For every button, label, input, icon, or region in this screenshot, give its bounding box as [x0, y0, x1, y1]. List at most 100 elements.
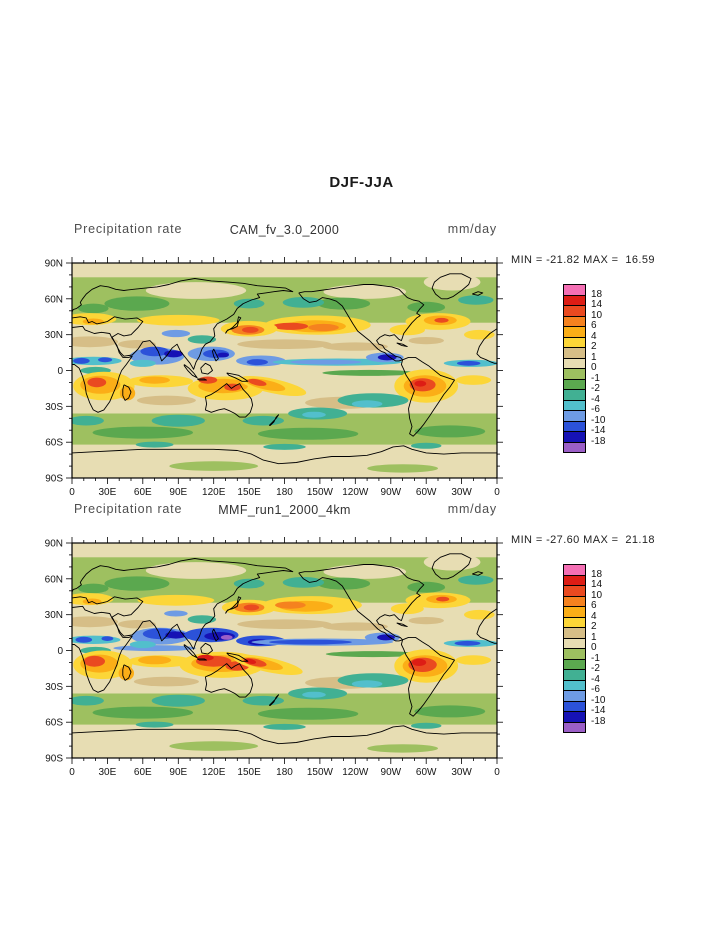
colorbar-tick-label: -2: [591, 663, 600, 674]
colorbar-tick-label: -18: [591, 435, 606, 447]
axis-tick-labels: 90N 60N 30N 0 30S 60S 90S 0 30E 60E 90E 120E 150E 180…: [45, 539, 501, 779]
panel-header: MMF_run1_2000_4km Precipitation rate mm/…: [72, 502, 497, 519]
colorbar-tick-label: -4: [591, 673, 600, 685]
colorbar-tick-label: 1: [591, 351, 597, 363]
lat-tick-label: 90N: [45, 259, 63, 270]
colorbar-swatch: [564, 432, 585, 443]
colorbar-swatch: [564, 411, 585, 422]
lon-tick-label: 120E: [202, 767, 226, 778]
map-cam: 90N 60N 30N 0 30S 60S 90S 0 30E 60E 90E 120E 150E 180…: [0, 240, 723, 502]
lon-tick-label: 0: [494, 767, 500, 778]
panel-variable-label: Precipitation rate: [74, 222, 183, 236]
map-plot: 90N 60N 30N 0 30S 60S 90S 0 30E 60E 90E 120E 150E 180…: [45, 537, 503, 779]
colorbar-swatch: [564, 680, 585, 691]
lon-tick-label: 30W: [451, 487, 472, 498]
lon-tick-label: 150E: [237, 487, 261, 498]
colorbar-tick-label: 0: [591, 362, 597, 373]
colorbar-tick-label: -6: [591, 404, 600, 415]
axis-ticks: [66, 257, 503, 484]
colorbar-swatch: [564, 348, 585, 359]
lat-tick-label: 60N: [45, 574, 63, 585]
colorbar: 18 14 10 6 4 2 1 0 -1 -2 -4 -6 -10 -14 -18: [563, 284, 623, 456]
colorbar-tick-label: -14: [591, 705, 606, 716]
panel-title: CAM_fv_3.0_2000: [229, 223, 340, 237]
colorbar-swatch: [564, 691, 585, 702]
lon-tick-label: 60E: [134, 767, 152, 778]
colorbar-tick-label: 0: [591, 642, 597, 653]
colorbar-swatch: [564, 285, 585, 296]
map-mmf: 90N 60N 30N 0 30S 60S 90S 0 30E 60E 90E 120E 150E 180…: [0, 520, 723, 782]
lat-tick-label: 90S: [45, 474, 63, 485]
panel-header: CAM_fv_3.0_2000 Precipitation rate mm/da…: [72, 222, 497, 239]
colorbar-swatches: [563, 564, 586, 733]
colorbar: 18 14 10 6 4 2 1 0 -1 -2 -4 -6 -10 -14 -18: [563, 564, 623, 736]
panel-variable-label: Precipitation rate: [74, 502, 183, 516]
lon-tick-label: 90W: [381, 487, 402, 498]
colorbar-tick-label: -14: [591, 425, 606, 436]
lon-tick-label: 150W: [307, 487, 334, 498]
colorbar-swatch: [564, 295, 585, 306]
colorbar-tick-label: 14: [591, 579, 603, 590]
colorbar-swatches: [563, 284, 586, 453]
lon-tick-label: 120W: [342, 487, 369, 498]
colorbar-tick-label: 2: [591, 621, 597, 632]
panel-units-label: mm/day: [447, 222, 497, 236]
colorbar-tick-label: 4: [591, 330, 597, 342]
colorbar-swatch: [564, 628, 585, 639]
coastlines: [72, 273, 497, 465]
colorbar-tick-label: 2: [591, 341, 597, 352]
colorbar-swatch: [564, 659, 585, 670]
lon-tick-label: 30W: [451, 767, 472, 778]
colorbar-tick-label: 1: [591, 631, 597, 643]
colorbar-swatch: [564, 390, 585, 401]
colorbar-tick-label: -1: [591, 372, 600, 384]
lon-tick-label: 60E: [134, 487, 152, 498]
axis-tick-labels: 90N 60N 30N 0 30S 60S 90S 0 30E 60E 90E 120E 150E 180…: [45, 259, 501, 499]
colorbar-swatch: [564, 670, 585, 681]
lat-tick-label: 30S: [45, 402, 63, 413]
colorbar-swatch: [564, 596, 585, 607]
lat-tick-label: 30S: [45, 682, 63, 693]
panel-units-label: mm/day: [447, 502, 497, 516]
lat-tick-label: 90S: [45, 754, 63, 765]
lon-tick-label: 30E: [99, 487, 117, 498]
colorbar-swatch: [564, 649, 585, 660]
lon-tick-label: 30E: [99, 767, 117, 778]
map-plot: 90N 60N 30N 0 30S 60S 90S 0 30E 60E 90E 120E 150E 180…: [45, 257, 503, 499]
colorbar-tick-label: -10: [591, 414, 606, 426]
colorbar-tick-label: 10: [591, 309, 603, 321]
colorbar-swatch: [564, 306, 585, 317]
figure-title: DJF-JJA: [329, 174, 394, 191]
colorbar-swatch: [564, 337, 585, 348]
colorbar-swatch: [564, 369, 585, 380]
lon-tick-label: 150E: [237, 767, 261, 778]
lon-tick-label: 0: [69, 767, 75, 778]
colorbar-swatch: [564, 575, 585, 586]
colorbar-tick-label: 14: [591, 299, 603, 310]
lat-tick-label: 60S: [45, 438, 63, 449]
colorbar-swatch: [564, 617, 585, 628]
colorbar-tick-label: -1: [591, 652, 600, 664]
lon-tick-label: 60W: [416, 487, 437, 498]
colorbar-swatch: [564, 379, 585, 390]
colorbar-swatch: [564, 722, 585, 732]
colorbar-swatch: [564, 400, 585, 411]
map-fill-field: [72, 543, 497, 758]
lat-tick-label: 0: [57, 646, 63, 657]
lon-tick-label: 120W: [342, 767, 369, 778]
axis-ticks: [66, 537, 503, 764]
panel-cam: CAM_fv_3.0_2000 Precipitation rate mm/da…: [0, 220, 723, 510]
lon-tick-label: 90E: [169, 487, 187, 498]
colorbar-tick-label: -18: [591, 715, 606, 727]
min-max-stats: MIN = -27.60 MAX = 21.18: [511, 534, 655, 546]
colorbar-tick-label: 18: [591, 288, 603, 300]
lon-tick-label: 150W: [307, 767, 334, 778]
colorbar-tick-label: -6: [591, 684, 600, 695]
lon-tick-label: 90W: [381, 767, 402, 778]
map-fill-field: [72, 263, 497, 478]
colorbar-tick-label: 10: [591, 589, 603, 601]
colorbar-tick-label: -2: [591, 383, 600, 394]
colorbar-swatch: [564, 638, 585, 649]
min-max-stats: MIN = -21.82 MAX = 16.59: [511, 254, 655, 266]
